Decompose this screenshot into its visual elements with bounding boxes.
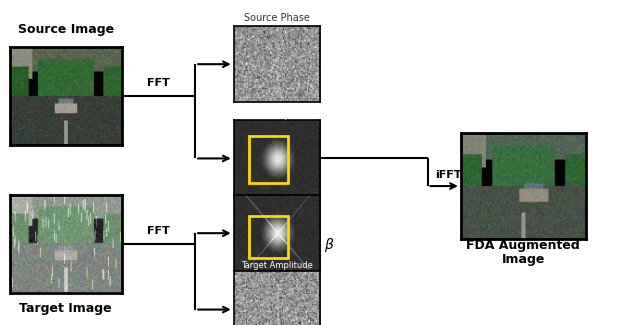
- Text: Target Image: Target Image: [19, 302, 112, 315]
- Text: Source Phase: Source Phase: [244, 13, 310, 23]
- Text: FFT: FFT: [147, 226, 170, 236]
- Text: FFT: FFT: [147, 78, 170, 88]
- Text: Source Image: Source Image: [17, 23, 114, 36]
- Text: iFFT: iFFT: [435, 170, 461, 179]
- Text: β: β: [324, 238, 333, 252]
- Text: FDA Augmented
Image: FDA Augmented Image: [467, 239, 580, 266]
- Text: Source Amplitude: Source Amplitude: [234, 109, 320, 119]
